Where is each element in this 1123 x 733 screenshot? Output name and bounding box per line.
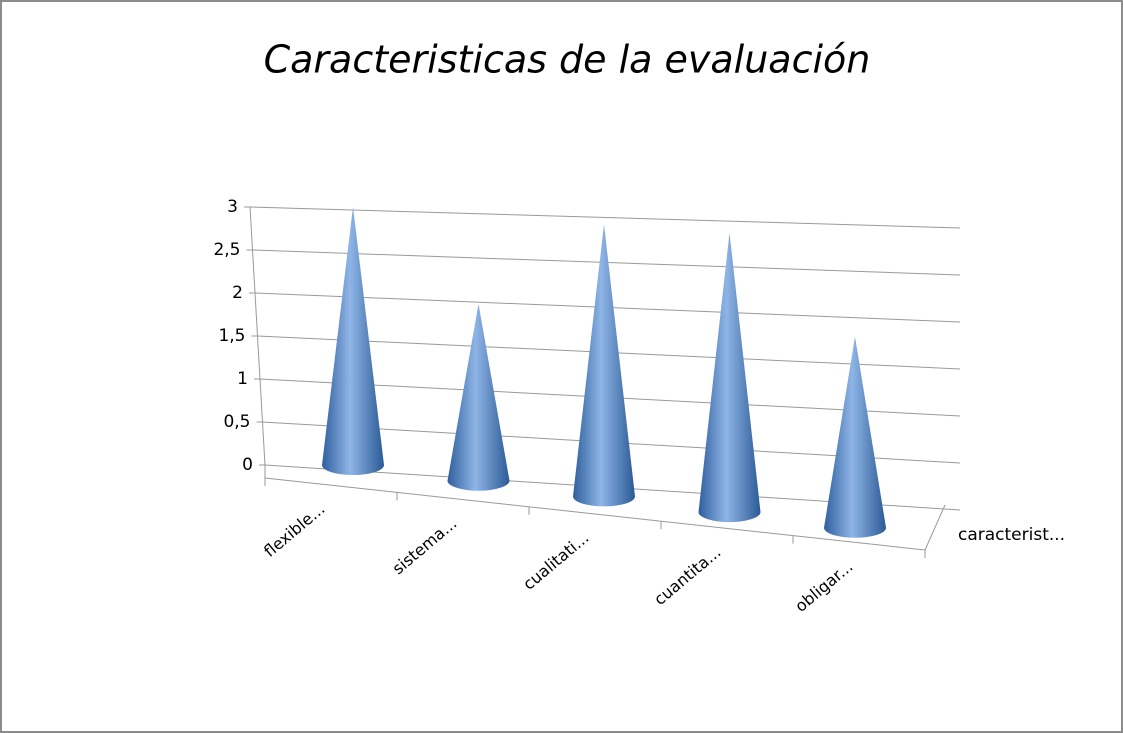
cone: [824, 336, 886, 538]
grid-line: [249, 206, 961, 229]
y-tick-label: 1: [237, 369, 248, 389]
cone: [322, 207, 384, 475]
y-tick-label: 1,5: [218, 326, 245, 346]
legend-label: caracterist...: [958, 525, 1065, 545]
floor-edge: [264, 477, 926, 551]
chart-title: Caracteristicas de la evaluación: [264, 38, 871, 82]
y-tick-label: 3: [227, 197, 238, 217]
cone: [698, 232, 761, 523]
y-tick-label: 0,5: [223, 412, 250, 432]
floor-edge: [924, 504, 946, 551]
y-tick-label: 0: [242, 455, 253, 475]
cone: [573, 224, 635, 507]
y-tick-label: 2: [232, 283, 243, 303]
cone: [447, 303, 510, 491]
y-tick-label: 2,5: [213, 240, 240, 260]
